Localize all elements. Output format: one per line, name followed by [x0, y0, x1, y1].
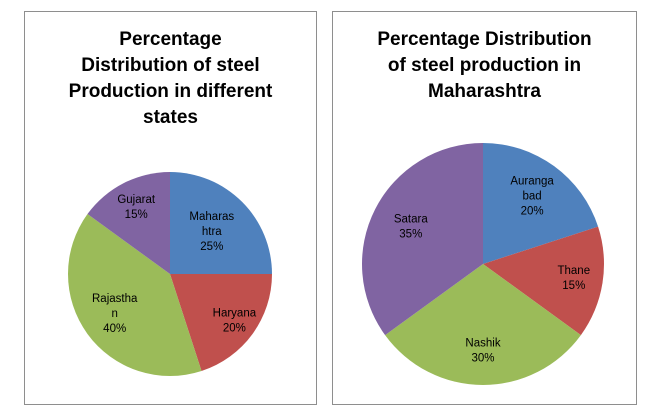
pie-chart-maharashtra: Auranga bad 20% Thane 15% Nashik 30% Satara 35% [362, 143, 605, 385]
pie-slice-thane [483, 226, 605, 336]
chart-title-maharashtra: Percentage Distribution of steel product… [377, 29, 592, 102]
slice-label-maharashtra: Maharas htra 25% [189, 211, 234, 253]
slice-label-aurangabad: Auranga bad 20% [510, 176, 554, 218]
pie-slice-maharashtra [170, 172, 272, 274]
slice-label-thane: Thane 15% [557, 265, 590, 292]
slice-label-nashik: Nashik 30% [465, 338, 500, 365]
slice-label-gujarat: Gujarat 15% [117, 194, 156, 221]
chart-panel-states: Percentage Distribution of steel Product… [24, 11, 317, 405]
slice-label-rajasthan: Rajastha n 40% [92, 293, 138, 335]
chart-title-states: Percentage Distribution of steel Product… [68, 29, 273, 128]
pie-slice-aurangabad [483, 143, 599, 264]
pie-slice-nashik [385, 264, 581, 385]
slice-label-haryana: Haryana 20% [213, 307, 257, 334]
pie-chart-states: Maharas htra 25% Haryana 20% Rajastha n 40% Guja… [68, 172, 272, 377]
pie-slice-haryana [170, 274, 272, 372]
pie-slice-satara [362, 143, 483, 336]
chart-panel-maharashtra: Percentage Distribution of steel product… [332, 11, 637, 405]
pie-slice-rajasthan [68, 214, 202, 377]
pie-slice-gujarat [87, 172, 170, 274]
slice-label-satara: Satara 35% [394, 214, 428, 241]
